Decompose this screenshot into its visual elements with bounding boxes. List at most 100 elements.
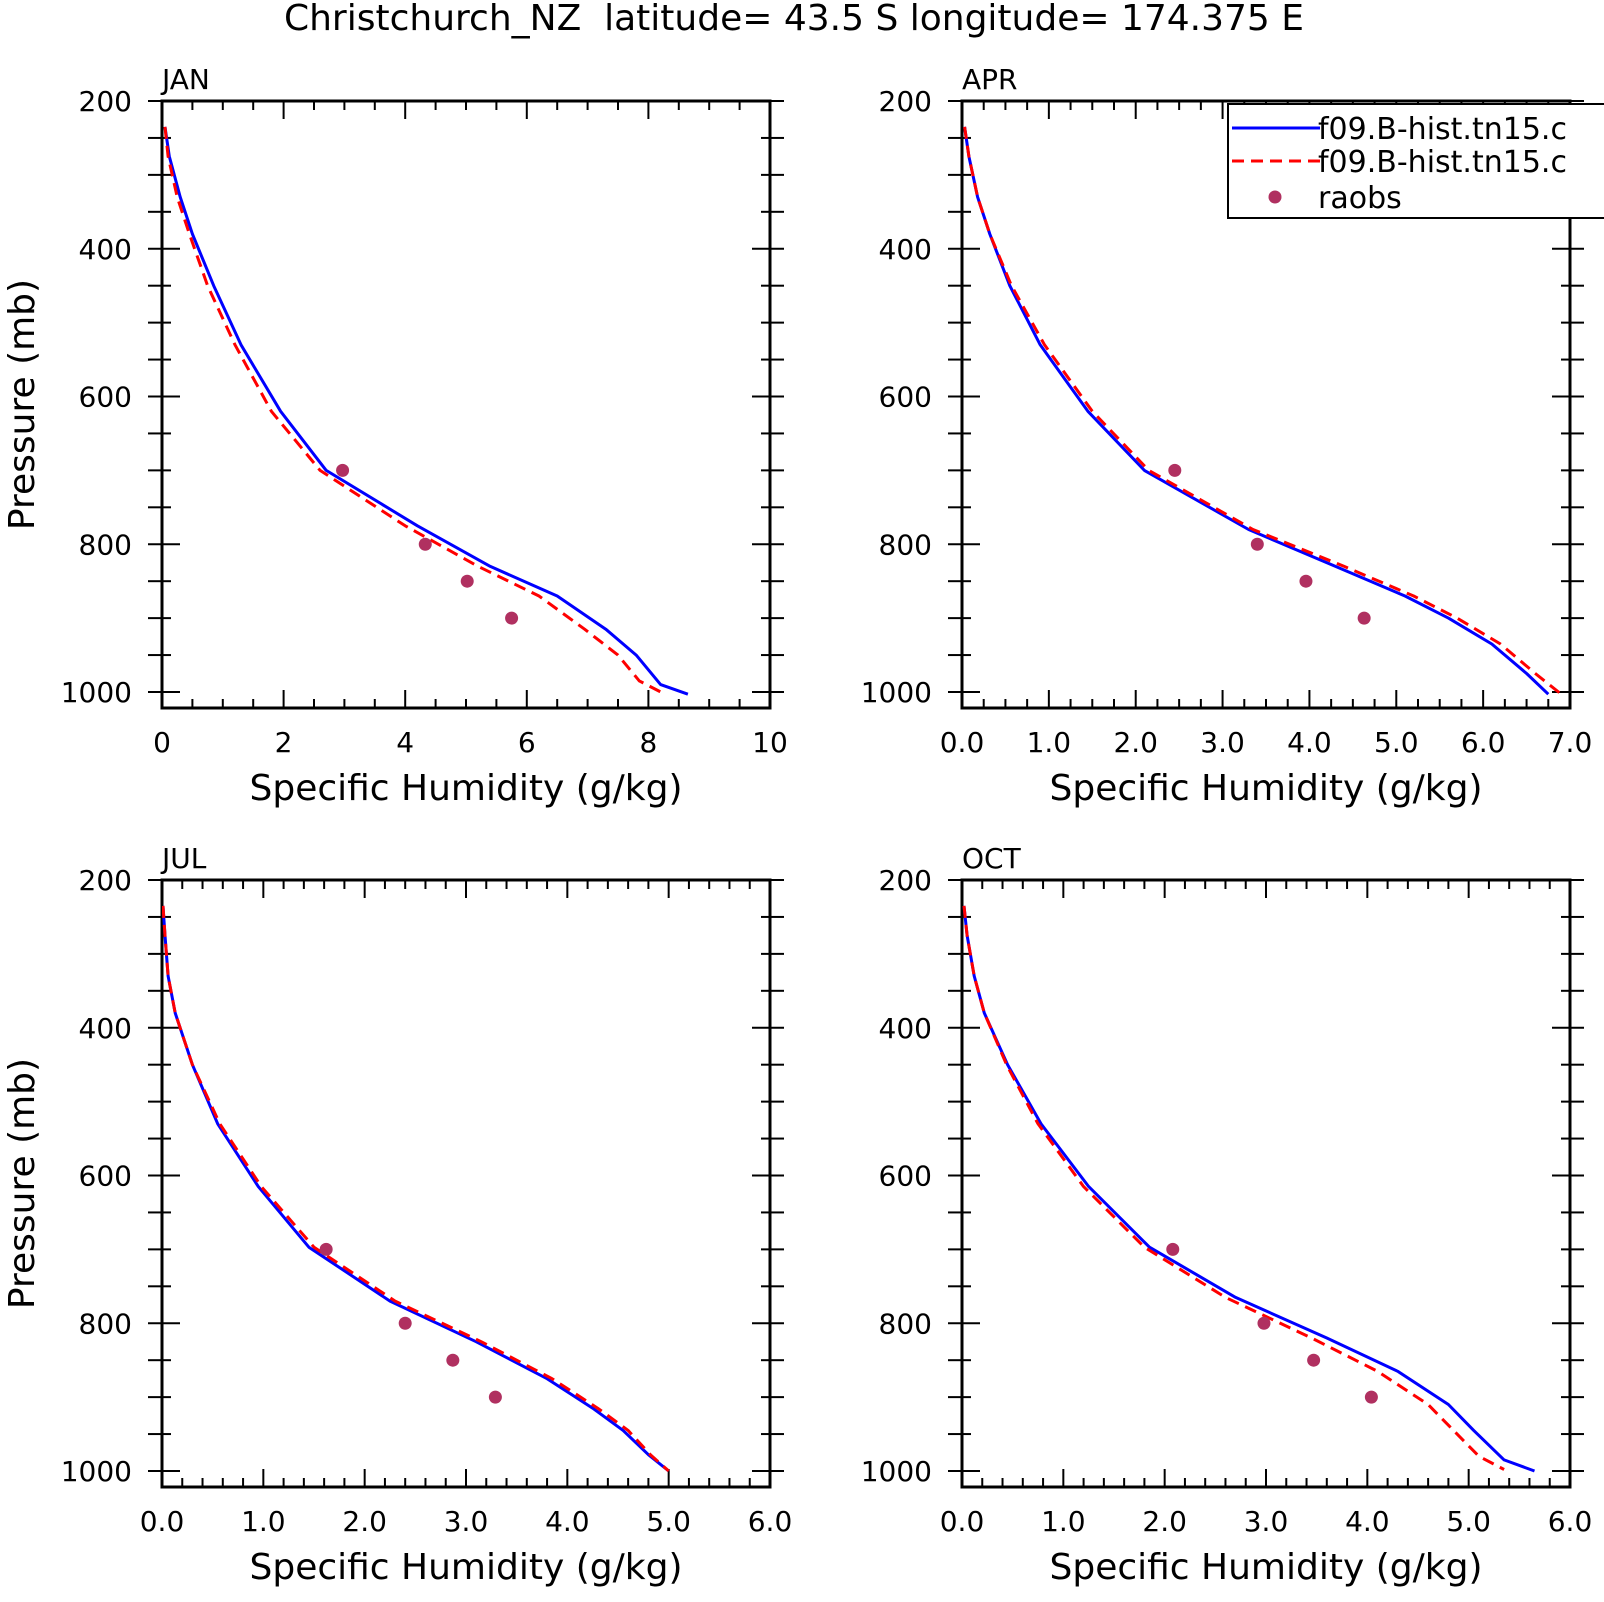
series-solid-line [163,126,689,696]
raobs-point [1257,1316,1271,1330]
series-dashed-line [963,126,1563,696]
x-tick-label: 0 [153,726,171,759]
y-tick-label: 200 [79,864,132,897]
raobs-point [418,537,432,551]
y-tick-label: 800 [879,528,932,561]
raobs-point [1166,1242,1180,1256]
x-tick-label: 3.0 [444,1505,489,1538]
raobs-point [488,1390,502,1404]
x-axis-title: Specific Humidity (g/kg) [249,1547,682,1588]
x-tick-label: 10 [752,726,788,759]
x-tick-label: 6.0 [748,1505,793,1538]
y-tick-label: 400 [79,1012,132,1045]
curves [962,905,1536,1473]
raobs-point [1357,611,1371,625]
x-tick-label: 1.0 [241,1505,286,1538]
plot-frame [160,878,772,1489]
x-tick-label: 1.0 [1041,1505,1086,1538]
curves [163,126,689,696]
x-tick-label: 2.0 [342,1505,387,1538]
raobs-point [398,1316,412,1330]
panel-title: JUL [160,842,207,875]
y-tick-label: 400 [879,1012,932,1045]
raobs-point [1299,574,1313,588]
panel-apr: 0.0 1.0 2.0 3.0 4.0 5.0 6.0 7.0 200 400 600 800 1000… [861,63,1593,809]
y-tick-label: 800 [879,1307,932,1340]
y-tick-label: 800 [79,1307,132,1340]
raobs-point [446,1353,460,1367]
x-axis-title: Specific Humidity (g/kg) [249,768,682,809]
panel-title: OCT [962,842,1022,875]
x-tick-label: 1.0 [1027,726,1072,759]
x-tick-label: 4.0 [1287,726,1332,759]
x-tick-label: 2 [275,726,293,759]
panel-jul: 0.0 1.0 2.0 3.0 4.0 5.0 6.0 200 400 600 800 1000 JUL… [2,842,792,1588]
legend-label: f09.B-hist.tn15.c [1318,112,1567,147]
y-tick-label: 200 [879,864,932,897]
y-tick-label: 400 [879,233,932,266]
raobs-point [336,463,350,477]
main-title: Christchurch_NZ latitude= 43.5 S longitu… [284,0,1304,39]
x-tick-label: 4.0 [545,1505,590,1538]
y-tick-label: 200 [879,85,932,118]
raobs-point [319,1242,333,1256]
legend-marker-raobs [1268,190,1282,204]
y-axis-title: Pressure (mb) [2,279,43,530]
y-axis-title: Pressure (mb) [2,1058,43,1309]
raobs-point [460,574,474,588]
raobs-point [1250,537,1264,551]
raobs-point [1364,1390,1378,1404]
y-tick-label: 1000 [61,1455,132,1488]
x-tick-label: 0.0 [940,1505,985,1538]
legend-label: raobs [1318,181,1402,216]
panels: 0 2 4 6 8 10 200 400 600 800 1000 JAN Specific Humid… [2,63,1592,1588]
x-tick-label: 6.0 [1548,1505,1593,1538]
x-tick-label: 2.0 [1113,726,1158,759]
y-tick-label: 600 [79,1160,132,1193]
x-tick-label: 2.0 [1142,1505,1187,1538]
x-axis-title: Specific Humidity (g/kg) [1049,768,1482,809]
series-dashed-line [962,905,1505,1471]
raobs-point [1307,1353,1321,1367]
panel-jan: 0 2 4 6 8 10 200 400 600 800 1000 JAN Specific Humid… [2,63,788,809]
y-tick-label: 1000 [61,676,132,709]
x-tick-label: 3.0 [1200,726,1245,759]
legend-label: f09.B-hist.tn15.c [1318,145,1567,180]
x-tick-label: 5.0 [646,1505,691,1538]
y-tick-label: 600 [879,381,932,414]
x-tick-label: 0.0 [140,1505,185,1538]
panel-title: APR [962,63,1018,96]
plot-frame [160,99,772,710]
x-axis-title: Specific Humidity (g/kg) [1049,1547,1482,1588]
x-tick-label: 3.0 [1244,1505,1289,1538]
y-tick-label: 200 [79,85,132,118]
raobs-point [1168,463,1182,477]
x-tick-label: 4.0 [1345,1505,1390,1538]
y-tick-label: 600 [79,381,132,414]
x-tick-label: 8 [639,726,657,759]
x-tick-label: 7.0 [1548,726,1593,759]
y-tick-label: 800 [79,528,132,561]
curves [963,126,1563,696]
y-tick-label: 1000 [861,676,932,709]
panel-oct: 0.0 1.0 2.0 3.0 4.0 5.0 6.0 200 400 600 800 1000 OCT… [861,842,1593,1588]
raobs-point [505,611,519,625]
y-tick-label: 400 [79,233,132,266]
y-tick-label: 600 [879,1160,932,1193]
y-tick-label: 1000 [861,1455,932,1488]
x-tick-label: 5.0 [1446,1505,1491,1538]
series-dashed-line [163,126,665,695]
x-tick-label: 6.0 [1461,726,1506,759]
series-dashed-line [162,905,670,1473]
series-solid-line [162,905,670,1473]
x-tick-label: 0.0 [940,726,985,759]
plot-frame [960,878,1572,1489]
series-solid-line [962,905,1536,1473]
panel-title: JAN [160,63,210,96]
x-tick-label: 4 [396,726,414,759]
curves [162,905,670,1473]
x-tick-label: 6 [518,726,536,759]
x-tick-label: 5.0 [1374,726,1419,759]
